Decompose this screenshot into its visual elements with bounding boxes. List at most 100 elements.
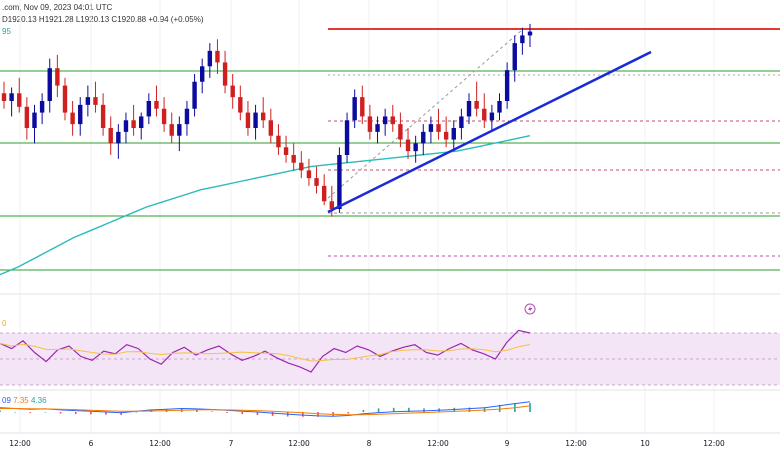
macd-histogram-bar (44, 412, 47, 413)
macd-histogram-bar (211, 411, 213, 412)
trend-line (327, 50, 652, 214)
candle (24, 97, 30, 140)
macd-histogram-bar (302, 412, 304, 417)
macd-histogram-bar (408, 407, 410, 412)
candle (184, 101, 190, 136)
candle (154, 85, 159, 117)
candle (177, 116, 182, 152)
fib-diagonal (327, 29, 523, 199)
candle (329, 185, 334, 217)
macd-histogram-bar (377, 408, 380, 412)
candle (139, 112, 144, 140)
rsi-line (0, 329, 531, 373)
candle (78, 97, 83, 136)
macd-histogram-bar (0, 410, 1, 412)
candle (146, 93, 152, 125)
time-axis: 12:00 6 12:00 7 12:00 8 12:00 9 12:00 10 12:00 (9, 439, 725, 448)
candle (62, 77, 68, 121)
candle (1, 81, 7, 109)
macd-value-3: 4.36 (30, 396, 47, 405)
header-ohlc: D1920.13 H1921.28 L1920.13 C1920.88 +0.9… (2, 15, 204, 24)
macd-histogram-bar (90, 412, 92, 415)
candle (276, 124, 281, 155)
candle (451, 120, 456, 152)
candle (169, 112, 174, 144)
candles-group (1, 23, 533, 217)
macd-line (0, 401, 531, 417)
candle (100, 93, 106, 136)
candle (207, 43, 213, 78)
candle (390, 104, 395, 132)
candle (306, 158, 312, 186)
candle (527, 23, 533, 47)
macd-value-2: 7.35 (13, 396, 29, 405)
macd-histogram-bar (59, 412, 62, 414)
candle (504, 62, 510, 109)
macd-histogram-bar (498, 404, 501, 412)
lightning-icon[interactable] (524, 303, 536, 315)
candle (344, 112, 350, 163)
x-tick-label: 12:00 (288, 439, 310, 448)
rsi-indicator (0, 329, 531, 373)
candle (421, 124, 426, 155)
header-prefix: .com, Nov 09, 2023 04:01 UTC (2, 3, 113, 12)
candle (436, 108, 441, 140)
candle (382, 108, 388, 136)
candle (108, 116, 113, 155)
candle (497, 93, 502, 121)
candle (260, 97, 266, 128)
macd-histogram-bar (256, 412, 259, 415)
candle (131, 104, 136, 136)
candle (321, 174, 327, 206)
candle (161, 97, 167, 132)
header-ma-value: 95 (2, 27, 11, 36)
x-tick-label: 12:00 (427, 439, 449, 448)
candle (443, 116, 449, 148)
candle (314, 166, 319, 194)
candle (413, 135, 418, 163)
macd-value-1: 09 (2, 396, 11, 405)
macd-histogram-bar (317, 412, 319, 417)
level-lines (0, 28, 780, 271)
candle (85, 85, 91, 117)
candle (123, 112, 129, 144)
candle (489, 104, 495, 132)
candle (55, 54, 60, 98)
candle (375, 116, 380, 144)
chart-header-ma: 95 (2, 27, 11, 36)
chart-header-ohlc: .com, Nov 09, 2023 04:01 UTC (2, 3, 112, 12)
x-tick-label: 7 (229, 439, 234, 448)
moving-average-line (0, 135, 531, 276)
candle (253, 104, 258, 140)
candle (367, 104, 373, 140)
macd-histogram-bar (14, 412, 16, 413)
candle (70, 101, 75, 136)
candle (352, 89, 357, 128)
candle (215, 39, 220, 74)
candle (459, 108, 464, 140)
candle (299, 151, 304, 179)
candle (230, 74, 235, 109)
candle (17, 77, 22, 113)
candle (245, 101, 251, 136)
candle (466, 93, 472, 125)
macd-header: 09 7.35 4.36 (2, 396, 47, 405)
x-tick-label: 12:00 (565, 439, 587, 448)
candle (283, 135, 289, 163)
candle (291, 143, 296, 171)
candle (9, 87, 14, 117)
x-tick-label: 12:00 (9, 439, 31, 448)
rsi-ma-line (0, 342, 531, 362)
macd-histogram-bar (226, 412, 228, 413)
candle (405, 128, 411, 159)
candle (520, 27, 525, 55)
macd-histogram-bar (105, 412, 107, 415)
x-tick-label: 6 (89, 439, 94, 448)
candle (512, 35, 517, 82)
candle (474, 81, 479, 117)
x-tick-label: 9 (505, 439, 510, 448)
candle (32, 104, 37, 144)
macd-histogram-bar (423, 408, 425, 412)
candle (222, 50, 228, 94)
